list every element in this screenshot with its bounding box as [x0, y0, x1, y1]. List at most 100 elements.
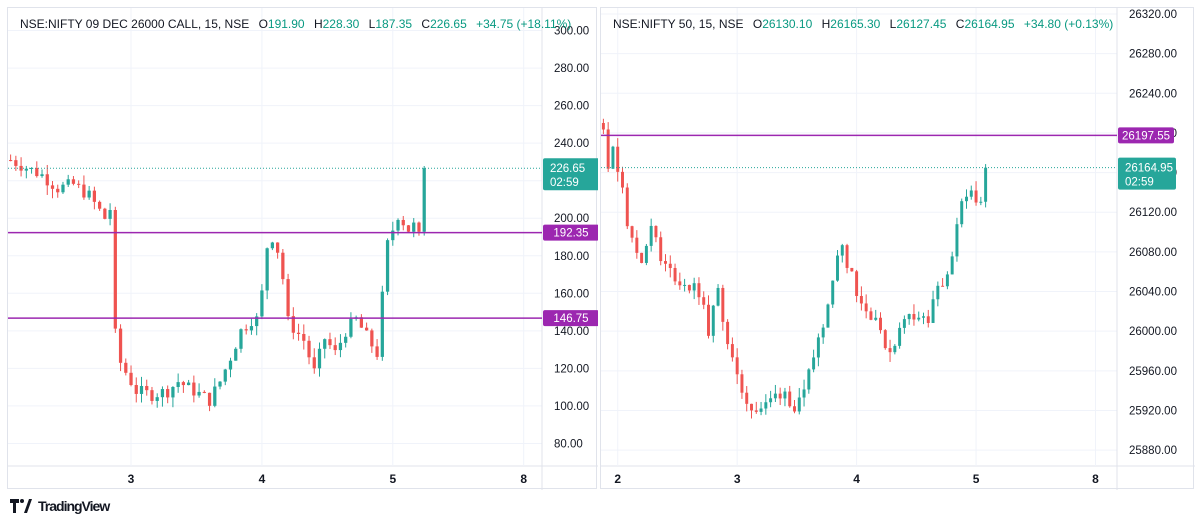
candle-body [654, 225, 658, 238]
high-value: 26165.30 [830, 17, 881, 31]
candle-body [66, 179, 70, 185]
open-value: 26130.10 [762, 17, 813, 31]
candle-body [683, 284, 687, 286]
candle-body [926, 316, 930, 323]
candle-body [192, 382, 196, 396]
candle-body [941, 285, 945, 287]
y-tick-label: 25920.00 [1129, 405, 1177, 417]
y-tick-label: 26000.00 [1129, 326, 1177, 338]
countdown-timer: 02:59 [1125, 177, 1154, 189]
candle-body [171, 387, 175, 398]
candle-body [24, 168, 28, 171]
candle-body [349, 318, 353, 337]
candle-body [812, 357, 816, 370]
candle-body [406, 225, 411, 232]
candle-body [893, 345, 897, 353]
candle-body [816, 337, 820, 358]
y-tick-label: 260.00 [554, 101, 589, 113]
x-tick-label: 4 [853, 472, 860, 486]
candle-body [82, 184, 86, 198]
candle-body [139, 385, 144, 394]
candle-body [974, 190, 978, 203]
candle-body [850, 267, 854, 272]
close-label: C [955, 17, 965, 31]
candle-body [291, 316, 295, 333]
candle-body [797, 397, 801, 412]
candlestick-chart[interactable]: 80.00 100.00 120.00 140.00 160.00 180.00 200.0… [8, 8, 598, 490]
tradingview-brand: TradingView [38, 498, 110, 514]
candle-body [721, 287, 725, 322]
candle-body [255, 316, 259, 327]
candlestick-chart[interactable]: 25880.00 25920.00 25960.00 26000.00 26040.00… [601, 8, 1195, 490]
candle-body [223, 369, 227, 382]
candle-body [270, 242, 275, 249]
candle-body [40, 174, 44, 177]
candle-body [611, 146, 615, 169]
candle-body [181, 382, 186, 386]
level-price-tag [543, 310, 598, 327]
candle-body [965, 196, 968, 202]
x-tick-label: 8 [520, 472, 527, 486]
candle-body [864, 303, 868, 312]
candle-body [664, 261, 667, 264]
candle-body [769, 398, 773, 403]
candle-body [711, 305, 715, 336]
countdown-timer: 02:59 [550, 177, 579, 189]
y-tick-label: 26320.00 [1129, 9, 1177, 21]
candle-body [783, 391, 787, 399]
high-label: H [821, 17, 831, 31]
candle-body [778, 393, 782, 399]
candle-body [630, 226, 634, 238]
y-tick-label: 140.00 [554, 326, 589, 338]
x-tick-label: 2 [614, 472, 621, 486]
candle-body [936, 285, 940, 300]
candle-body [77, 183, 81, 185]
candle-body [344, 336, 348, 343]
x-tick-label: 3 [128, 472, 135, 486]
candle-body [29, 167, 34, 169]
candle-body [228, 360, 233, 370]
candle-body [145, 385, 149, 391]
candle-body [302, 333, 306, 341]
candle-body [265, 248, 269, 291]
candle-body [969, 190, 973, 197]
candle-body [92, 190, 97, 202]
candle-body [883, 330, 887, 349]
change-value: +34.75 (+18.11%) [476, 17, 572, 31]
candle-body [845, 245, 849, 268]
low-label: L [889, 17, 897, 31]
candle-body [902, 319, 906, 328]
candle-body [960, 201, 964, 225]
level-price-label: 146.75 [553, 313, 588, 325]
candle-body [697, 283, 701, 298]
candle-body [907, 314, 911, 320]
candle-body [840, 245, 844, 256]
candle-body [912, 314, 916, 320]
candle-body [917, 317, 921, 320]
candle-body [750, 403, 753, 411]
close-label: C [421, 17, 431, 31]
candle-body [821, 327, 825, 338]
candle-body [836, 255, 839, 281]
candle-body [859, 295, 863, 304]
candle-body [826, 304, 830, 328]
candle-body [707, 304, 710, 336]
symbol-label: NSE:NIFTY 09 DEC 26000 CALL, 15, NSE [20, 17, 250, 31]
y-tick-label: 100.00 [554, 401, 589, 413]
candle-body [417, 222, 421, 232]
candle-body [807, 369, 811, 390]
candle-body [155, 397, 159, 401]
y-tick-label: 26080.00 [1129, 247, 1177, 259]
y-tick-label: 26040.00 [1129, 287, 1177, 299]
candle-body [50, 185, 55, 189]
x-tick-label: 5 [389, 472, 396, 486]
chart-pane-index[interactable]: NSE:NIFTY 50, 15, NSE O26130.10 H26165.3… [600, 7, 1195, 490]
chart-pane-option[interactable]: NSE:NIFTY 09 DEC 26000 CALL, 15, NSE O19… [7, 7, 598, 490]
close-value: 226.65 [430, 17, 467, 31]
candle-body [35, 167, 39, 177]
level-price-tag [543, 224, 598, 241]
candle-body [621, 171, 624, 188]
candle-body [113, 210, 117, 329]
candle-body [108, 210, 112, 219]
open-label: O [752, 17, 763, 31]
